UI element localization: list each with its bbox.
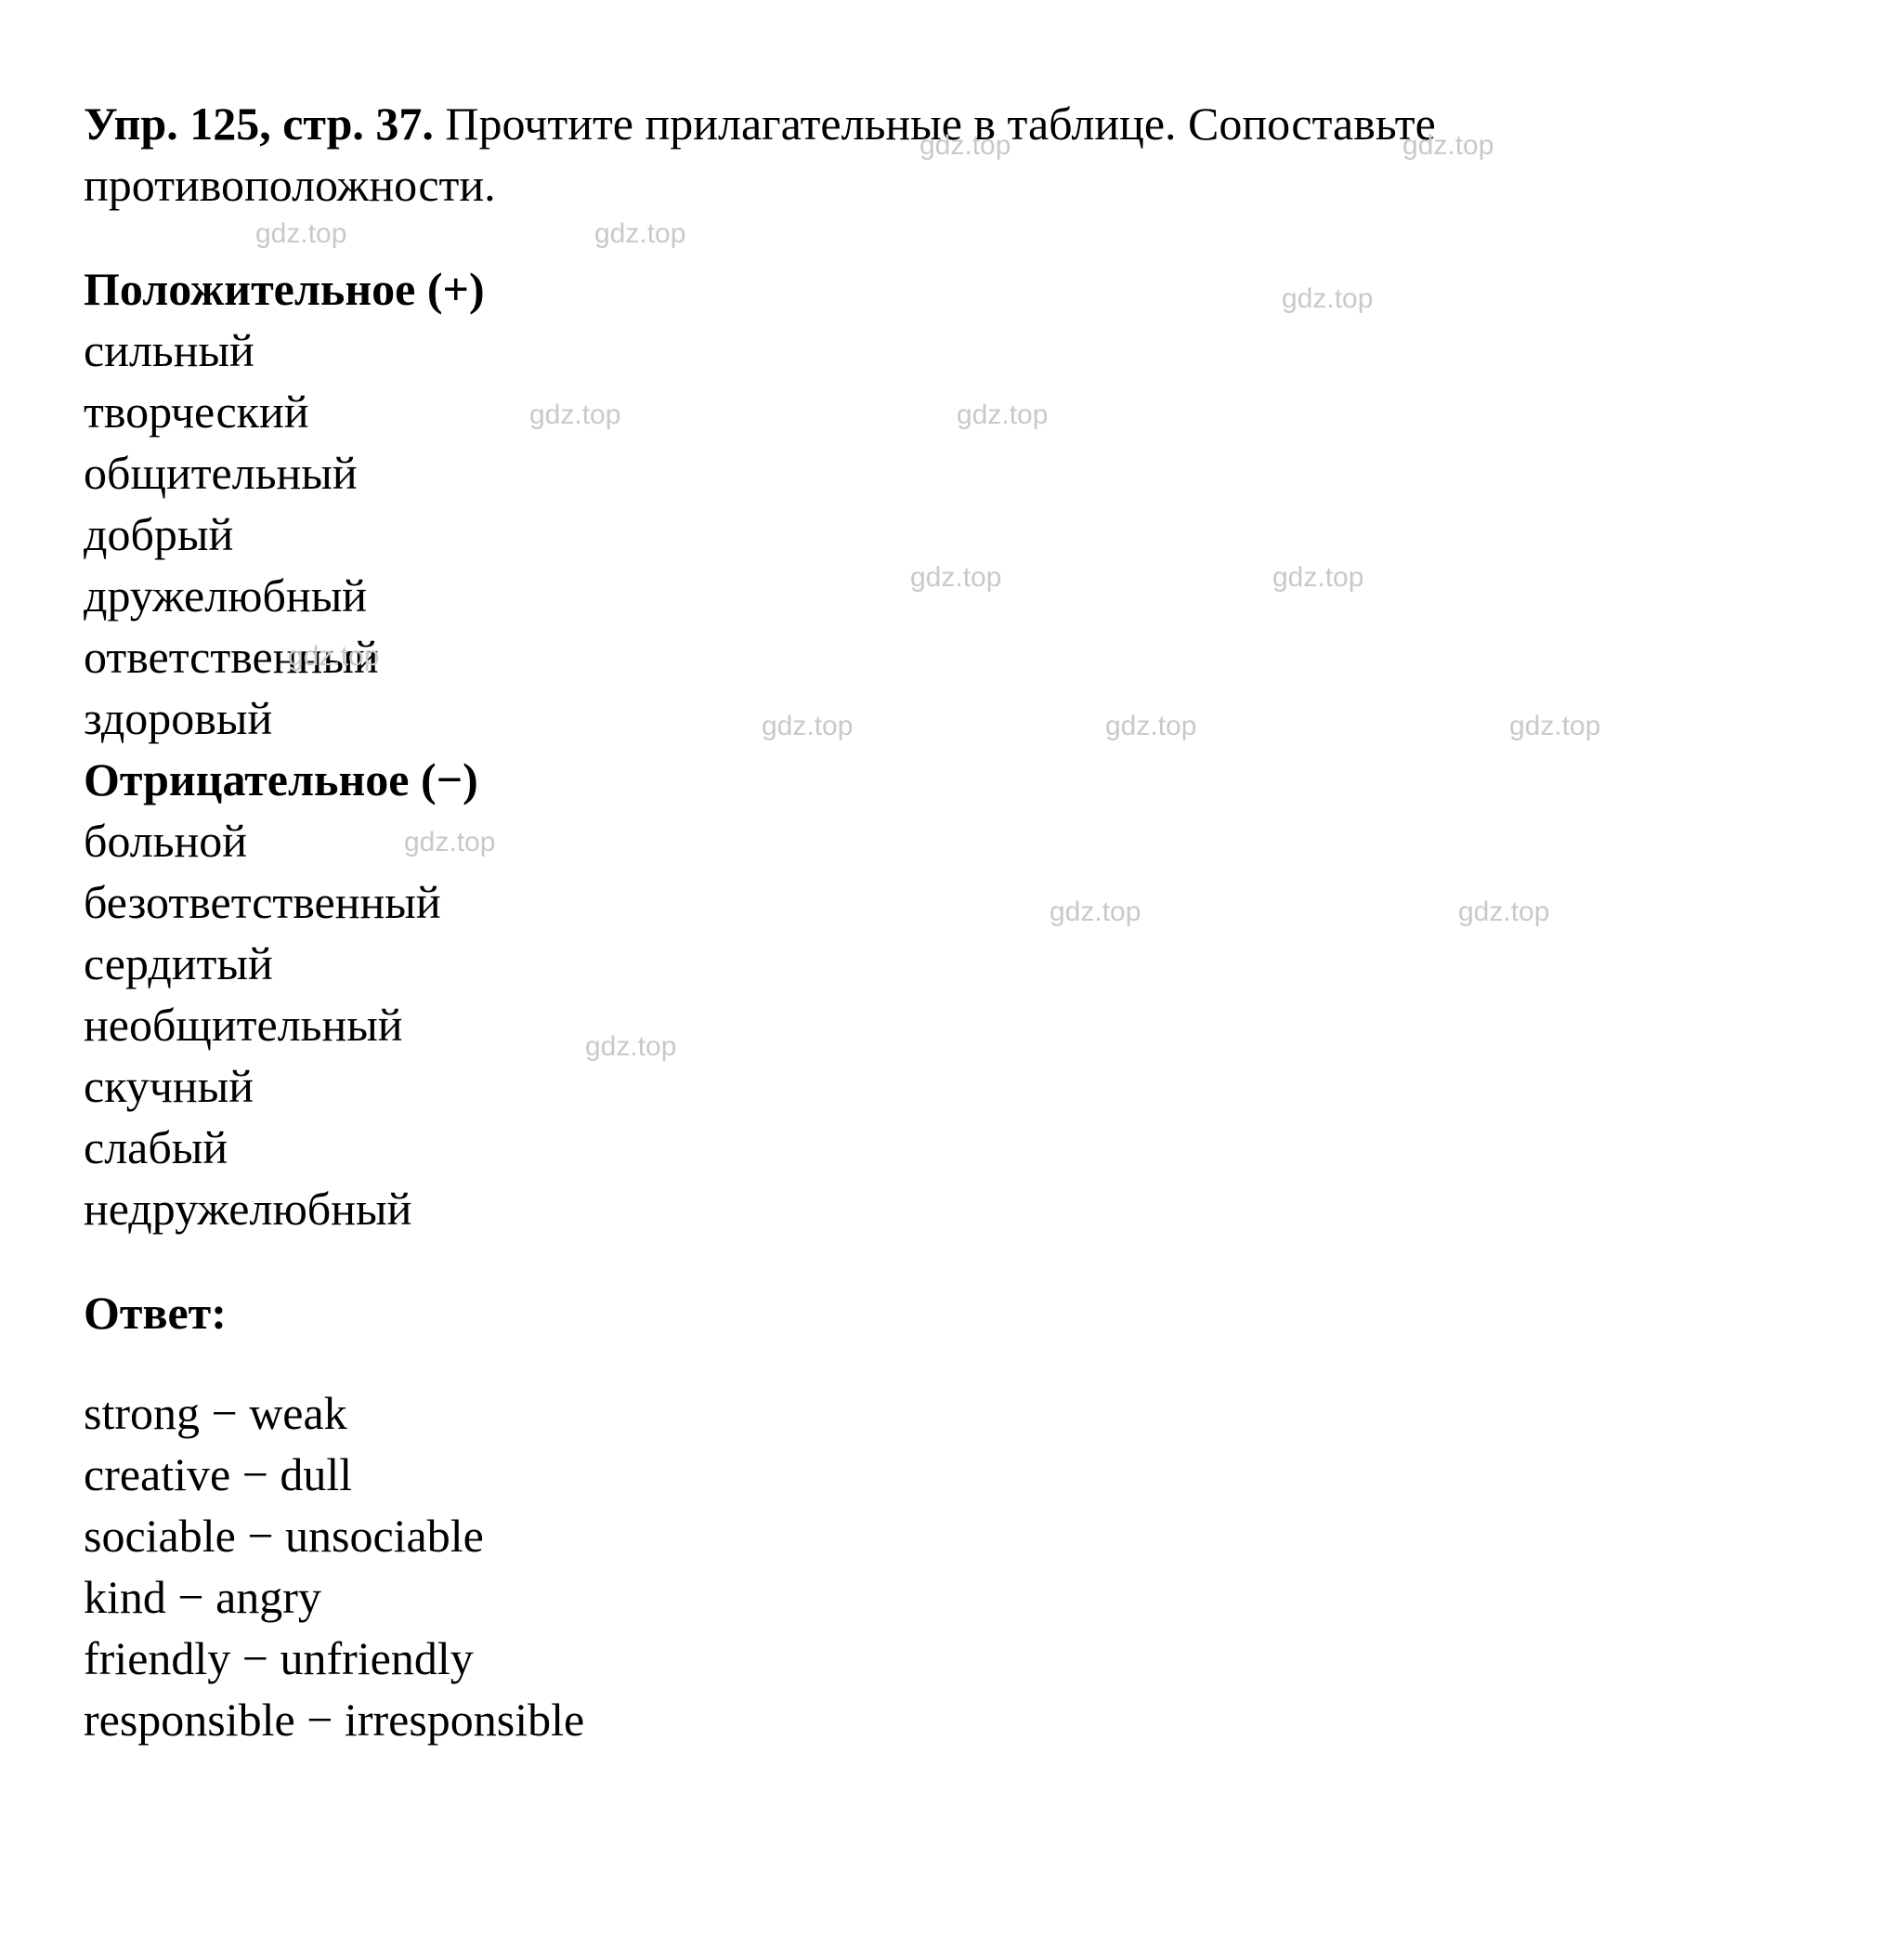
negative-item: необщительный bbox=[84, 994, 1820, 1055]
negative-item: больной bbox=[84, 810, 1820, 871]
positive-title: Положительное (+) bbox=[84, 258, 1820, 320]
answer-pair: responsible − irresponsible bbox=[84, 1689, 1820, 1750]
negative-item: сердитый bbox=[84, 933, 1820, 994]
negative-item: слабый bbox=[84, 1117, 1820, 1178]
document-body: Упр. 125, стр. 37. Прочтите прилагательн… bbox=[84, 93, 1820, 1750]
answer-pair: strong − weak bbox=[84, 1382, 1820, 1444]
positive-item: творческий bbox=[84, 381, 1820, 442]
positive-item: дружелюбный bbox=[84, 565, 1820, 626]
negative-item: безответственный bbox=[84, 871, 1820, 933]
positive-item: сильный bbox=[84, 320, 1820, 381]
answer-block: Ответ: strong − weak creative − dull soc… bbox=[84, 1282, 1820, 1750]
positive-item: здоровый bbox=[84, 687, 1820, 749]
answer-pair: kind − angry bbox=[84, 1566, 1820, 1628]
instruction-text-line1: Прочтите прилагательные в таблице. Сопос… bbox=[434, 98, 1436, 150]
positive-block: Положительное (+) сильный творческий общ… bbox=[84, 258, 1820, 1239]
positive-item: добрый bbox=[84, 504, 1820, 565]
positive-item: ответственный bbox=[84, 626, 1820, 687]
instruction-text-line2: противоположности. bbox=[84, 154, 1820, 216]
answer-list: strong − weak creative − dull sociable −… bbox=[84, 1382, 1820, 1750]
answer-title: Ответ: bbox=[84, 1282, 1820, 1343]
answer-pair: friendly − unfriendly bbox=[84, 1628, 1820, 1689]
negative-item: недружелюбный bbox=[84, 1178, 1820, 1239]
answer-pair: sociable − unsociable bbox=[84, 1505, 1820, 1566]
exercise-reference: Упр. 125, стр. 37. bbox=[84, 98, 434, 150]
negative-title: Отрицательное (−) bbox=[84, 749, 1820, 810]
negative-item: скучный bbox=[84, 1055, 1820, 1117]
positive-item: общительный bbox=[84, 442, 1820, 504]
answer-pair: creative − dull bbox=[84, 1444, 1820, 1505]
exercise-header: Упр. 125, стр. 37. Прочтите прилагательн… bbox=[84, 93, 1820, 154]
